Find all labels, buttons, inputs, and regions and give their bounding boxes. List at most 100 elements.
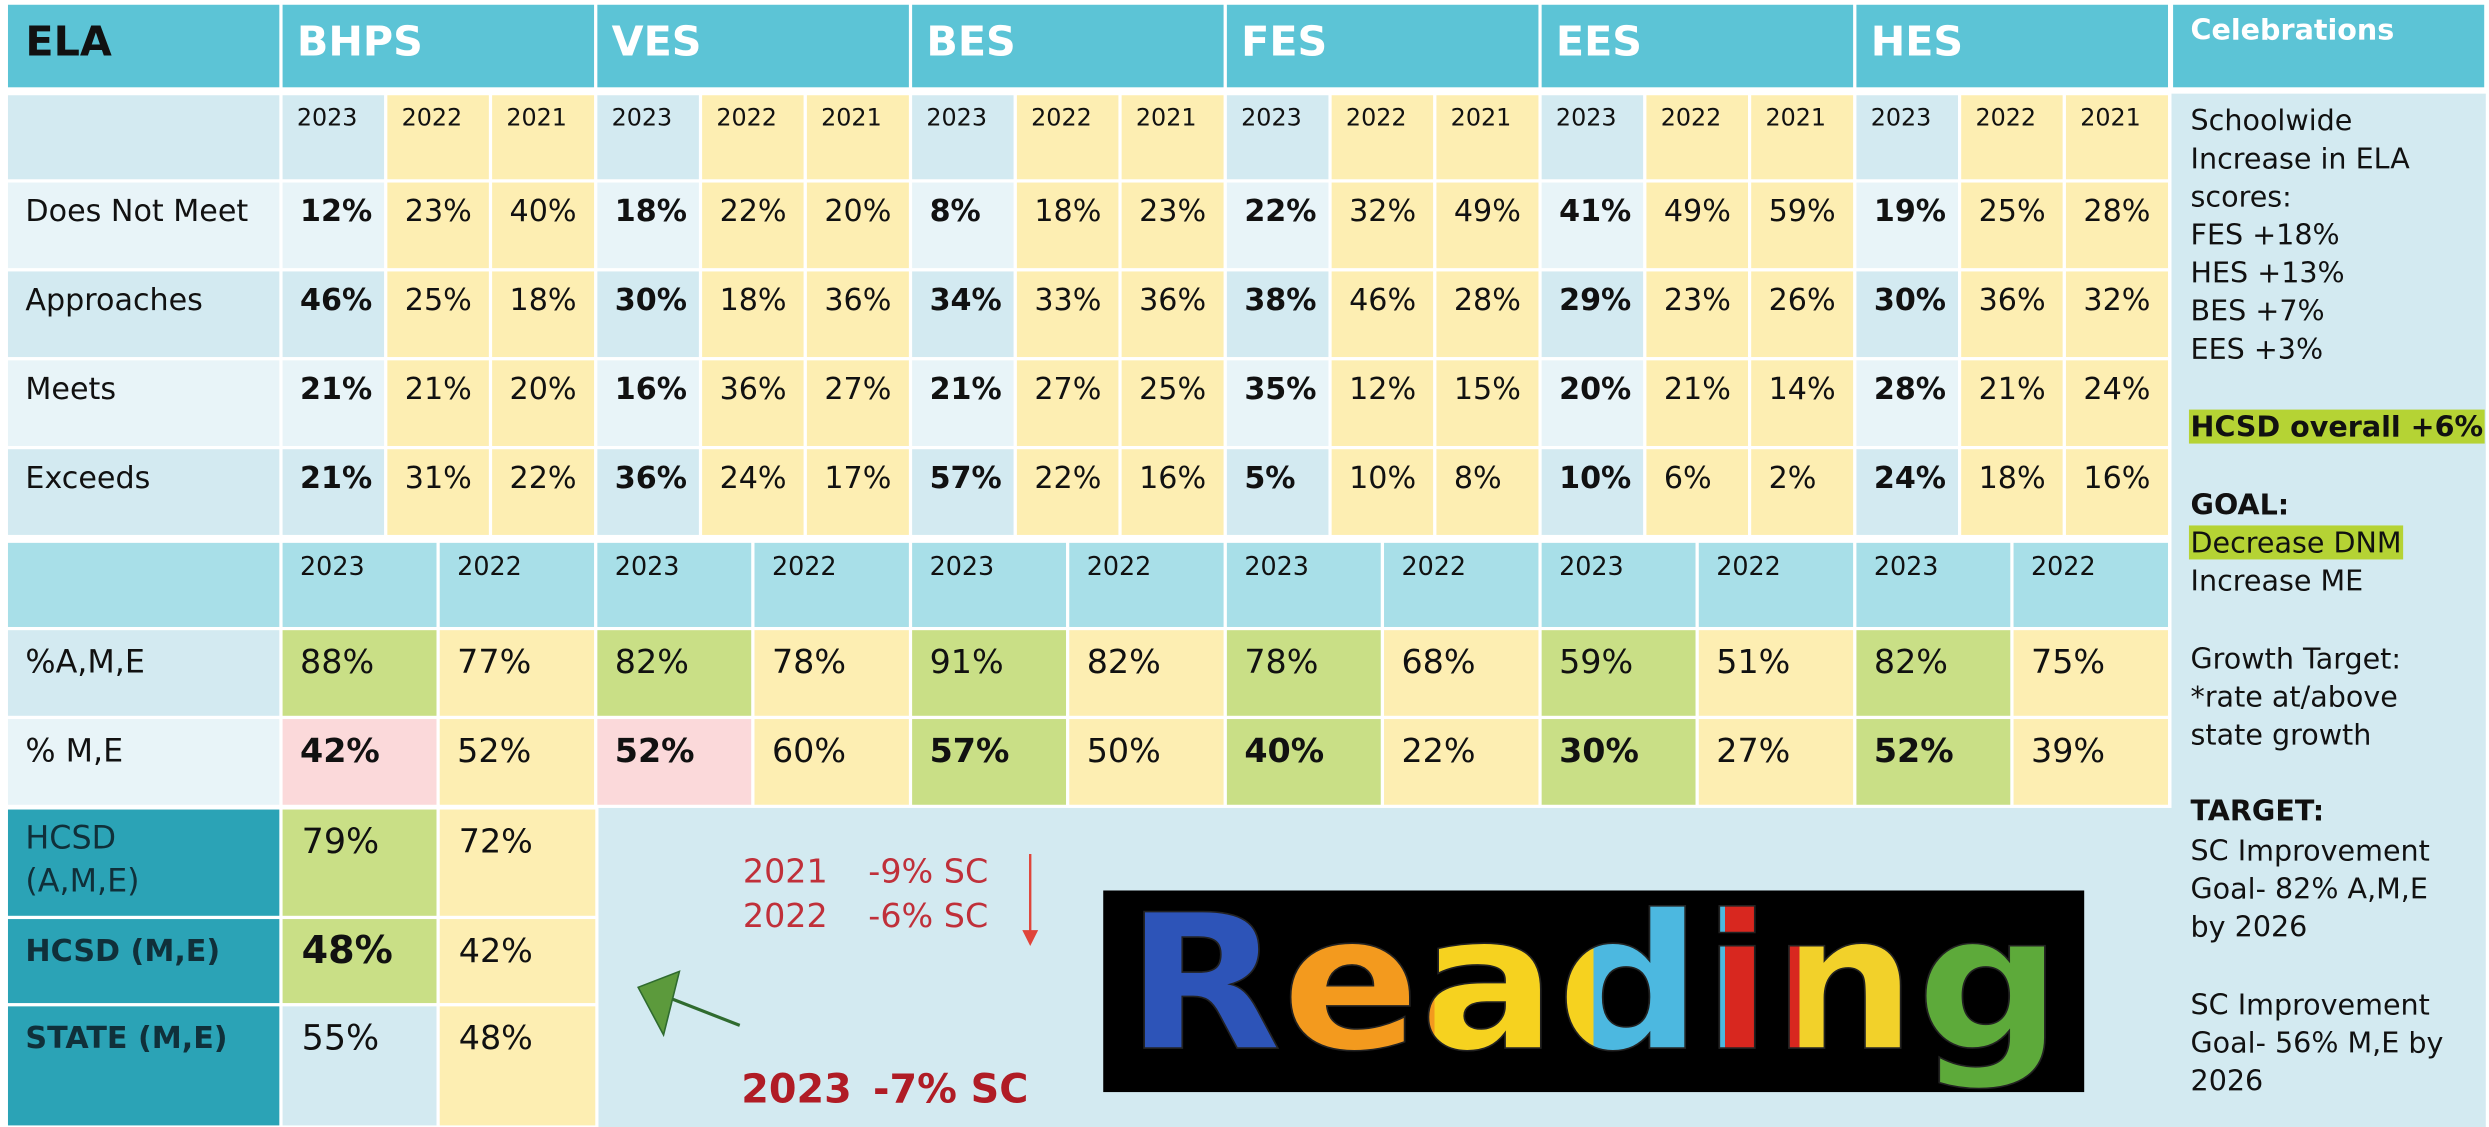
celebration-line: scores: [2191,179,2292,213]
logo-text: Reading [1125,875,2062,1093]
level-value: 26% [1769,283,1836,318]
annotation-current-year: 2023 [741,1067,851,1113]
celebration-line: TARGET: [2191,794,2325,828]
year-label: 2023 [926,104,987,132]
level-value: 36% [1139,283,1206,318]
level-value: 16% [2083,461,2150,496]
year-label: 2022 [1346,104,1407,132]
year-label: 2021 [2080,104,2141,132]
level-value: 23% [1664,283,1731,318]
level-value: 59% [1769,194,1836,229]
school-name: BES [926,17,1015,65]
celebration-line: *rate at/above [2191,679,2398,713]
level-value: 18% [510,283,577,318]
level-value: 25% [1979,194,2046,229]
celebration-line: HCSD overall +6% [2191,410,2484,444]
level-value: 22% [720,194,787,229]
ame-value: 78% [1244,642,1318,681]
me-value: 52% [1874,731,1954,770]
level-value: 28% [2083,194,2150,229]
me-value: 39% [2031,731,2105,770]
celebration-line: BES +7% [2191,294,2325,328]
school-name: HES [1871,17,1963,65]
level-value: 46% [300,283,372,318]
me-value: 57% [930,731,1010,770]
me-value: 40% [1244,731,1324,770]
me-value: 27% [1716,731,1790,770]
level-value: 6% [1664,461,1712,496]
year-label: 2022 [402,104,463,132]
me-value: 60% [772,731,846,770]
level-value: 35% [1244,372,1316,407]
me-value: 22% [1401,731,1475,770]
level-value: 18% [615,194,687,229]
year-label: 2021 [1765,104,1826,132]
summary-year: 2022 [1716,551,1781,581]
slide: ELABHPSVESBESFESEESHESCelebrationsDoes N… [0,0,2489,1127]
header-label: ELA [25,17,111,65]
celebration-line: Goal- 82% A,M,E [2191,871,2428,905]
summary-year: 2023 [1874,551,1939,581]
summary-year: 2023 [615,551,680,581]
school-name: FES [1241,17,1327,65]
district-label: HCSD (M,E) [25,934,220,969]
level-value: 31% [405,461,472,496]
level-value: 21% [300,461,372,496]
level-value: 8% [930,194,981,229]
level-value: 18% [1979,461,2046,496]
level-value: 17% [824,461,891,496]
celebration-line: FES +18% [2191,218,2340,252]
ame-value: 82% [615,642,689,681]
ame-value: 82% [1087,642,1161,681]
celebration-line: Decrease DNM [2191,525,2402,559]
level-value: 21% [930,372,1002,407]
level-value: 10% [1559,461,1631,496]
me-value: 30% [1559,731,1639,770]
school-name: BHPS [297,17,423,65]
summary-year: 2022 [2031,551,2096,581]
row-label: Meets [25,372,116,407]
level-value: 33% [1034,283,1101,318]
celebration-line: Goal- 56% M,E by [2191,1025,2444,1059]
level-value: 41% [1559,194,1631,229]
level-value: 30% [615,283,687,318]
row-label: Approaches [25,283,202,318]
celebration-line: Schoolwide [2191,103,2353,137]
level-value: 21% [1979,372,2046,407]
celebration-line: SC Improvement [2191,987,2430,1021]
level-value: 5% [1244,461,1295,496]
level-value: 29% [1559,283,1631,318]
level-value: 46% [1349,283,1416,318]
ame-value: 78% [772,642,846,681]
level-value: 15% [1454,372,1521,407]
year-label: 2022 [1975,104,2036,132]
ame-value: 82% [1874,642,1948,681]
level-value: 49% [1664,194,1731,229]
summary-year: 2023 [1559,551,1624,581]
celebration-line: state growth [2191,718,2372,752]
year-label: 2021 [506,104,567,132]
year-label: 2022 [716,104,777,132]
year-label: 2023 [1871,104,1932,132]
level-value: 27% [824,372,891,407]
level-value: 22% [510,461,577,496]
level-value: 10% [1349,461,1416,496]
level-value: 21% [300,372,372,407]
level-value: 40% [510,194,577,229]
summary-year: 2022 [1087,551,1152,581]
level-value: 28% [1874,372,1946,407]
celebration-line: Growth Target: [2191,641,2401,675]
level-value: 21% [405,372,472,407]
level-value: 12% [1349,372,1416,407]
year-label: 2023 [612,104,673,132]
level-value: 23% [1139,194,1206,229]
level-value: 27% [1034,372,1101,407]
district-value: 79% [302,822,380,862]
summary-year: 2022 [772,551,837,581]
year-label: 2021 [821,104,882,132]
celebration-line: HES +13% [2191,256,2345,290]
ame-value: 91% [930,642,1004,681]
level-value: 36% [824,283,891,318]
level-value: 2% [1769,461,1817,496]
level-value: 22% [1244,194,1316,229]
